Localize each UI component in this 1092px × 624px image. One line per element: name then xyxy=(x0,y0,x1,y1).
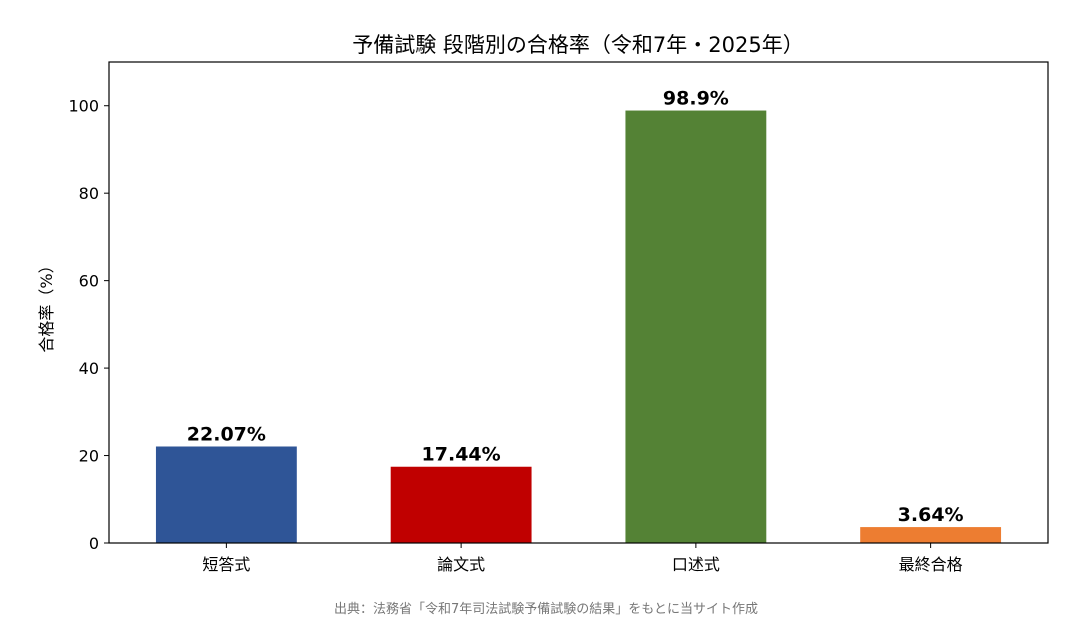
source-note: 出典：法務省「令和7年司法試験予備試験の結果」をもとに当サイト作成 xyxy=(333,602,758,617)
x-tick-label: 論文式 xyxy=(437,555,485,574)
bar-value-label: 3.64% xyxy=(898,504,964,526)
x-tick-label: 口述式 xyxy=(672,555,720,574)
bar-value-label: 98.9% xyxy=(663,88,729,110)
y-tick-label: 60 xyxy=(79,272,99,291)
bar-value-labels: 22.07% 17.44% 98.9% 3.64% xyxy=(187,88,964,527)
plot-frame xyxy=(108,61,1049,544)
bar-3 xyxy=(625,110,767,544)
chart-title: 予備試験 段階別の合格率（令和7年・2025年） xyxy=(352,33,803,57)
bar-value-label: 22.07% xyxy=(187,423,266,445)
y-axis-ticks: 0 20 40 60 80 100 xyxy=(68,97,109,553)
bar-2 xyxy=(390,466,532,543)
y-tick-label: 100 xyxy=(68,97,99,116)
bar-4 xyxy=(860,527,1002,543)
x-tick-label: 短答式 xyxy=(202,555,250,574)
bar-value-label: 17.44% xyxy=(422,444,501,466)
bar-1 xyxy=(155,446,297,543)
bars xyxy=(155,110,1002,544)
x-axis-ticks: 短答式 論文式 口述式 最終合格 xyxy=(202,543,963,574)
y-tick-label: 80 xyxy=(79,184,99,203)
y-tick-label: 0 xyxy=(89,534,99,553)
y-tick-label: 20 xyxy=(79,447,99,466)
y-axis-label: 合格率（%） xyxy=(37,257,56,352)
x-tick-label: 最終合格 xyxy=(899,555,963,574)
y-tick-label: 40 xyxy=(79,359,99,378)
